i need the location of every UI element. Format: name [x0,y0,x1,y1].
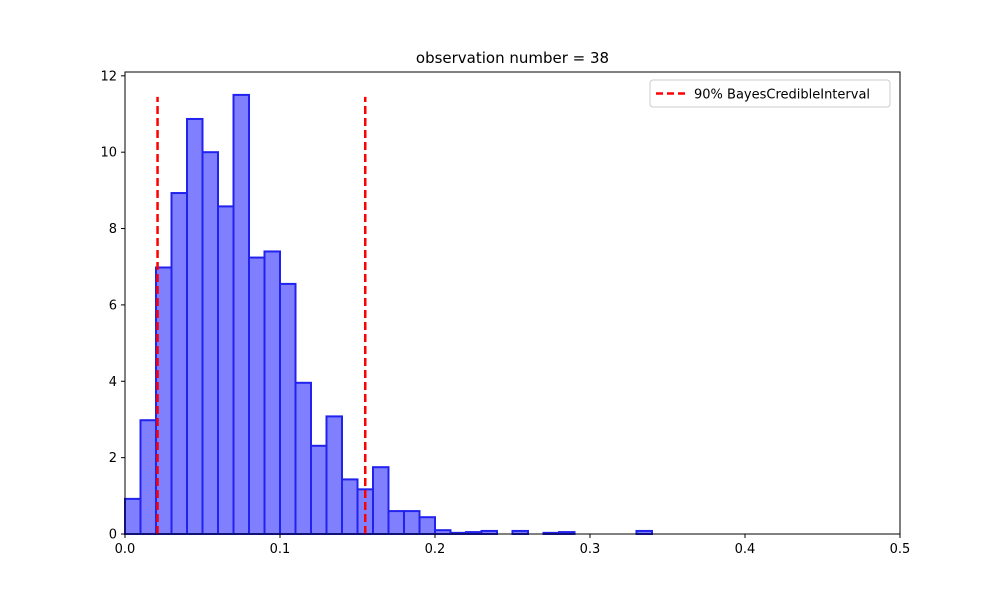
x-tick-label: 0.4 [735,542,756,557]
histogram-bar [387,510,405,536]
histogram-bar [372,466,390,536]
x-tick-label: 0.3 [580,542,601,557]
histogram-bar [170,192,188,535]
legend-box [649,79,891,108]
x-tick-label: 0.2 [425,542,446,557]
histogram-bar [310,444,328,535]
histogram-bar [341,478,359,535]
y-tick-label: 8 [109,222,117,237]
y-axis-ticks: 0 2 4 6 8 10 12 [100,69,125,543]
histogram-bar [418,516,436,536]
histogram-bar [434,529,452,536]
histogram-bar [248,256,266,535]
histogram-bars [124,93,653,536]
histogram-bar [403,510,421,536]
histogram-bar [294,381,312,535]
legend: 90% BayesCredibleInterval [649,79,891,108]
y-tick-label: 6 [109,298,117,313]
y-tick-label: 2 [109,451,117,466]
plot-frame [124,71,901,535]
credible-interval-lines [156,96,367,534]
histogram-bar [139,419,157,535]
x-tick-label: 0.5 [890,542,911,557]
histogram-bar [279,282,297,535]
histogram-bar [124,497,142,536]
histogram-bar [232,93,250,535]
y-tick-label: 4 [109,375,117,390]
histogram-bar [201,151,219,535]
histogram-bar [325,415,343,535]
x-tick-label: 0.0 [115,542,136,557]
histogram-bar [186,117,204,536]
histogram-bar [217,205,235,535]
y-tick-label: 10 [100,146,117,161]
x-tick-label: 0.1 [270,542,291,557]
histogram-bar [263,250,281,535]
x-axis-ticks: 0.0 0.1 0.2 0.3 0.4 0.5 [115,534,911,557]
chart-title: observation number = 38 [416,49,609,67]
y-tick-label: 0 [109,528,117,543]
legend-label-ci: 90% BayesCredibleInterval [694,88,870,103]
y-tick-label: 12 [100,69,117,84]
